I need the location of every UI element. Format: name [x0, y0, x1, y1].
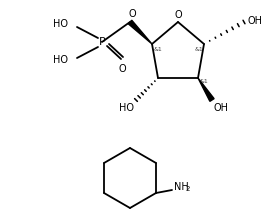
- Polygon shape: [128, 20, 152, 44]
- Text: P: P: [99, 37, 105, 47]
- Polygon shape: [198, 78, 214, 101]
- Text: NH: NH: [174, 182, 189, 192]
- Text: &1: &1: [200, 79, 209, 84]
- Text: OH: OH: [247, 16, 262, 26]
- Text: HO: HO: [53, 55, 68, 65]
- Text: HO: HO: [53, 19, 68, 29]
- Text: O: O: [128, 9, 136, 19]
- Text: &1: &1: [194, 47, 203, 52]
- Text: O: O: [174, 10, 182, 20]
- Text: 2: 2: [185, 186, 190, 192]
- Text: O: O: [118, 64, 126, 74]
- Text: OH: OH: [214, 103, 229, 113]
- Text: &1: &1: [154, 47, 163, 52]
- Text: HO: HO: [119, 103, 134, 113]
